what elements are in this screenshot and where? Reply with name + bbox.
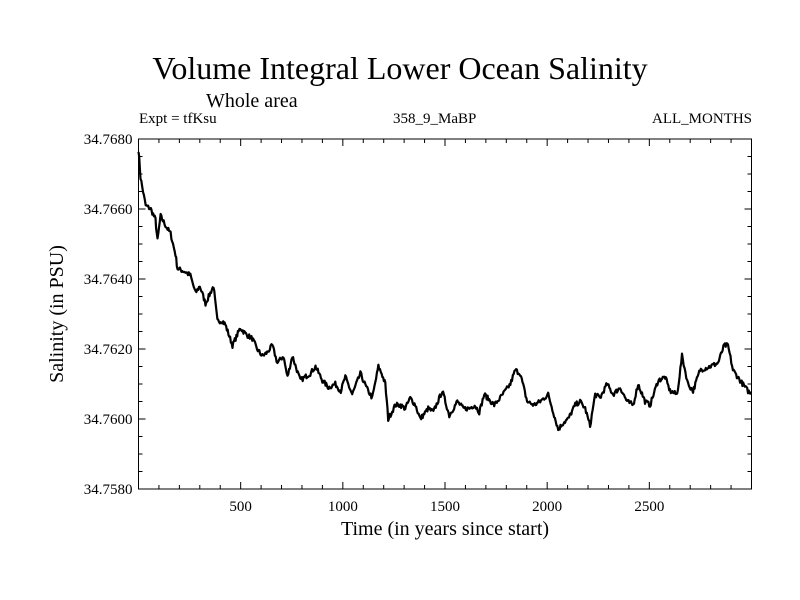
- x-tick-label: 1500: [430, 499, 460, 515]
- chart-title: Volume Integral Lower Ocean Salinity: [152, 50, 648, 86]
- x-tick-labels: 500 1000 1500 2000 2500: [229, 499, 664, 515]
- y-tick-label: 34.7660: [84, 202, 133, 218]
- axis-ticks: [138, 139, 752, 489]
- salinity-series-line: [137, 151, 753, 432]
- y-tick-label: 34.7640: [84, 272, 133, 288]
- y-tick-label: 34.7620: [84, 342, 133, 358]
- run-id-label: 358_9_MaBP: [393, 111, 477, 127]
- y-axis-label: Salinity (in PSU): [46, 245, 68, 383]
- y-tick-label: 34.7680: [84, 132, 133, 148]
- x-tick-label: 500: [229, 499, 252, 515]
- plot-frame: [138, 138, 752, 490]
- x-axis-label: Time (in years since start): [341, 518, 549, 540]
- y-tick-label: 34.7600: [84, 412, 133, 428]
- period-label: ALL_MONTHS: [652, 111, 752, 127]
- experiment-label: Expt = tfKsu: [139, 111, 217, 127]
- x-tick-label: 2500: [634, 499, 664, 515]
- x-tick-label: 1000: [328, 499, 358, 515]
- x-tick-label: 2000: [532, 499, 562, 515]
- chart-subtitle: Whole area: [206, 90, 298, 112]
- y-tick-labels: 34.7580 34.7600 34.7620 34.7640 34.7660 34.76…: [84, 132, 133, 498]
- y-tick-label: 34.7580: [84, 482, 133, 498]
